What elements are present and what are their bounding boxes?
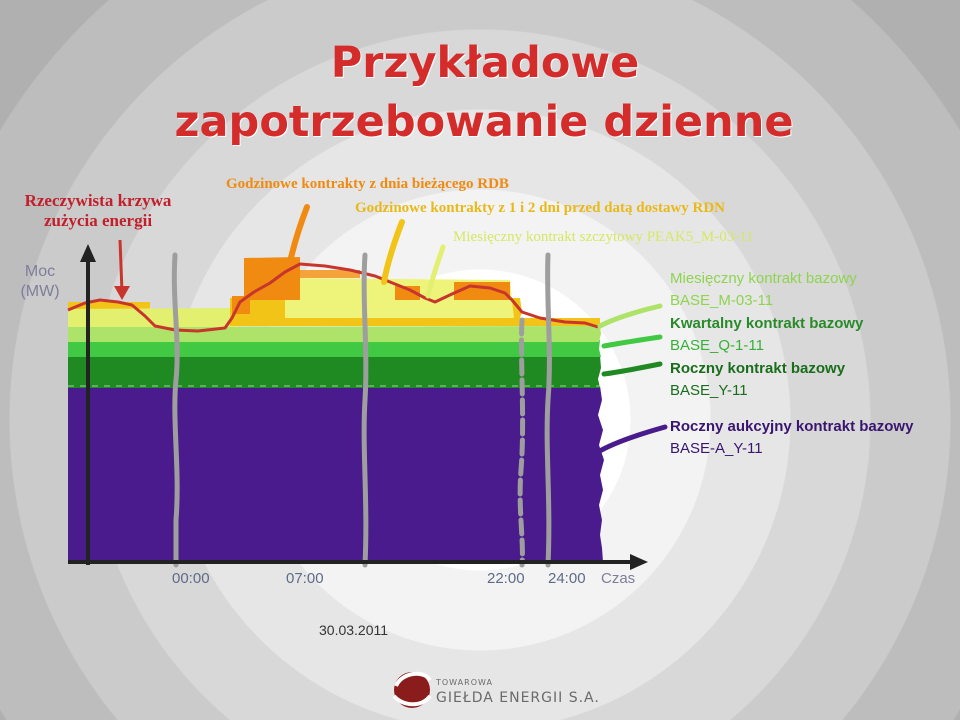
yearly-base-label-code: BASE_Y-11: [670, 382, 748, 399]
y-axis-label-line1: Moc: [24, 263, 56, 280]
monthly-peak-band: [68, 308, 240, 327]
time-marker-0700: [361, 252, 369, 568]
actual-curve-label: Rzeczywista krzywa zużycia energii: [14, 191, 182, 231]
hourly-1-2-days-pointer: [381, 219, 405, 285]
monthly-base-label-code: BASE_M-03-11: [670, 292, 774, 309]
time-label-2200: 22:00: [487, 570, 525, 587]
time-label-0700: 07:00: [286, 570, 324, 587]
page-title-line1: Przykładowe: [330, 38, 640, 88]
actual-consumption-curve: [67, 262, 599, 333]
monthly-peak-label: Miesięczny kontrakt szczytowy PEAK5_M-03…: [453, 229, 754, 245]
hourly-1-2-days-label: Godzinowe kontrakty z 1 i 2 dni przed da…: [355, 200, 726, 216]
actual-curve-pointer-head: [114, 286, 130, 300]
yearly-base-pointer: [601, 361, 663, 377]
hourly-current-day-label: Godzinowe kontrakty z dnia bieżącego RDB: [226, 176, 509, 192]
x-axis-arrow: [630, 554, 648, 570]
quarterly-base-band: [68, 340, 601, 357]
time-axis-label: Czas: [601, 570, 636, 587]
quarterly-base-pointer: [601, 334, 663, 349]
yearly-auction-pointer: [595, 424, 668, 455]
y-axis-arrow: [80, 244, 96, 262]
yearly-base-band: [68, 355, 601, 388]
hourly-current-day-band-3: [395, 286, 420, 300]
time-marker-2400: [544, 252, 552, 568]
hourly-current-day-pointer: [287, 204, 310, 265]
yearly-auction-label: Roczny aukcyjny kontrakt bazowy BASE-A_Y…: [670, 416, 913, 460]
actual-curve-label-line2: zużycia energii: [43, 211, 153, 230]
quarterly-base-label: Kwartalny kontrakt bazowy BASE_Q-1-11: [670, 313, 863, 357]
monthly-base-pointer: [597, 303, 663, 329]
yearly-auction-label-code: BASE-A_Y-11: [670, 440, 763, 457]
yearly-auction-band: [68, 386, 604, 562]
quarterly-base-label-name: Kwartalny kontrakt bazowy: [670, 315, 864, 332]
monthly-peak-pointer: [425, 244, 446, 299]
y-axis-label: Moc (MW): [20, 262, 60, 302]
logo-mark: [392, 671, 432, 708]
time-marker-2200: [517, 317, 526, 568]
time-label-0000: 00:00: [172, 570, 210, 587]
yearly-base-label-name: Roczny kontrakt bazowy: [670, 360, 846, 377]
yearly-auction-label-name: Roczny aukcyjny kontrakt bazowy: [670, 418, 914, 435]
hourly-current-day-band-5: [300, 270, 360, 278]
time-marker-0000: [171, 252, 180, 568]
date-label: 30.03.2011: [319, 622, 389, 638]
logo-text-line2: GIEŁDA ENERGII S.A.: [436, 690, 600, 706]
logo-text-line1: TOWAROWA: [436, 678, 493, 687]
monthly-base-label-name: Miesięczny kontrakt bazowy: [670, 270, 857, 287]
quarterly-base-label-code: BASE_Q-1-11: [670, 337, 764, 354]
monthly-base-label: Miesięczny kontrakt bazowy BASE_M-03-11: [670, 268, 857, 312]
page-title-line2: zapotrzebowanie dzienne: [174, 97, 794, 147]
actual-curve-pointer: [118, 239, 124, 293]
yearly-base-label: Roczny kontrakt bazowy BASE_Y-11: [670, 358, 845, 402]
y-axis-label-line2: (MW): [20, 283, 60, 300]
time-label-2400: 24:00: [548, 570, 586, 587]
actual-curve-label-line1: Rzeczywista krzywa: [24, 191, 172, 210]
